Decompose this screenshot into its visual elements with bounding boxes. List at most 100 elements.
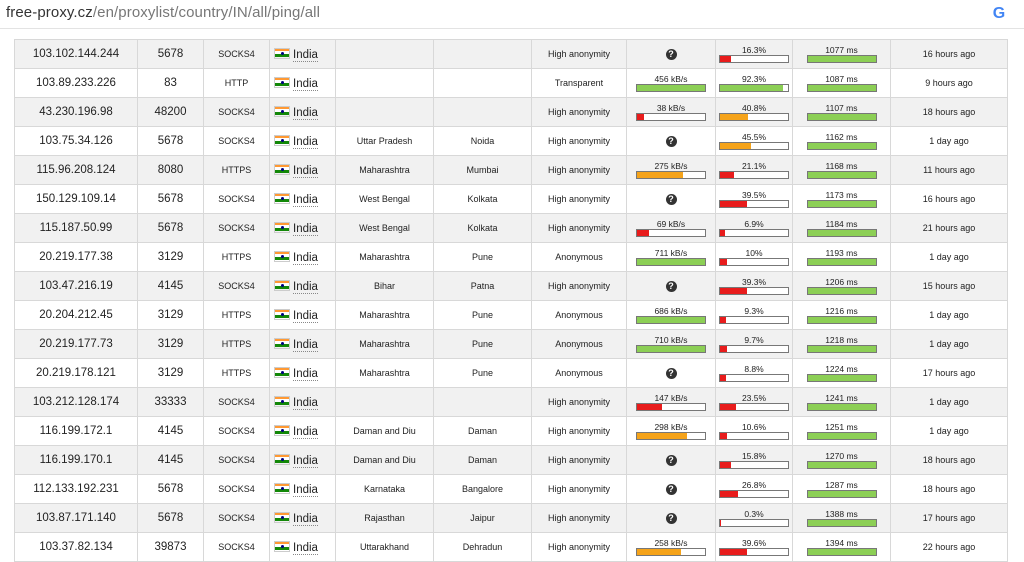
speed-meter: 686 kB/s xyxy=(636,306,706,324)
country-link[interactable]: India xyxy=(293,193,318,207)
india-flag-icon xyxy=(274,279,290,291)
response-cell: 1251 ms xyxy=(792,416,891,446)
region: Karnataka xyxy=(335,474,434,504)
country-link[interactable]: India xyxy=(293,77,318,91)
response-meter: 1206 ms xyxy=(806,277,877,295)
response-meter: 1224 ms xyxy=(806,364,877,382)
protocol: SOCKS4 xyxy=(203,532,270,562)
uptime-value: 9.3% xyxy=(744,306,764,316)
speed-cell: ? xyxy=(626,39,716,69)
uptime-bar xyxy=(719,171,789,179)
response-bar xyxy=(806,432,877,440)
ip-address: 103.87.171.140 xyxy=(14,503,138,533)
uptime-meter: 10.6% xyxy=(719,422,789,440)
country-link[interactable]: India xyxy=(293,541,318,555)
anonymity: Anonymous xyxy=(531,329,627,359)
response-cell: 1388 ms xyxy=(792,503,891,533)
unknown-speed-icon: ? xyxy=(665,280,677,292)
last-checked: 17 hours ago xyxy=(890,503,1008,533)
speed-meter: 456 kB/s xyxy=(636,74,706,92)
response-value: 1270 ms xyxy=(825,451,858,461)
city: Dehradun xyxy=(433,532,532,562)
india-flag-icon xyxy=(274,424,290,436)
country-cell: India xyxy=(269,126,336,156)
country-link[interactable]: India xyxy=(293,222,318,236)
country-link[interactable]: India xyxy=(293,309,318,323)
country-link[interactable]: India xyxy=(293,512,318,526)
anonymity: Transparent xyxy=(531,68,627,98)
country-cell: India xyxy=(269,387,336,417)
country-link[interactable]: India xyxy=(293,454,318,468)
india-flag-icon xyxy=(274,134,290,146)
response-meter: 1241 ms xyxy=(806,393,877,411)
region: Maharashtra xyxy=(335,329,434,359)
response-value: 1218 ms xyxy=(825,335,858,345)
unknown-speed-icon: ? xyxy=(665,48,677,60)
country-link[interactable]: India xyxy=(293,135,318,149)
speed-cell: 38 kB/s xyxy=(626,97,716,127)
last-checked: 18 hours ago xyxy=(890,445,1008,475)
uptime-bar xyxy=(719,142,789,150)
uptime-bar-fill xyxy=(720,230,725,236)
address-bar[interactable]: free-proxy.cz/en/proxylist/country/IN/al… xyxy=(0,0,1024,29)
last-checked: 16 hours ago xyxy=(890,184,1008,214)
unknown-speed-icon: ? xyxy=(665,135,677,147)
anonymity: High anonymity xyxy=(531,445,627,475)
last-checked: 18 hours ago xyxy=(890,97,1008,127)
response-meter: 1388 ms xyxy=(806,509,877,527)
protocol: SOCKS4 xyxy=(203,474,270,504)
speed-value: 686 kB/s xyxy=(654,306,688,316)
uptime-meter: 9.3% xyxy=(719,306,789,324)
response-cell: 1087 ms xyxy=(792,68,891,98)
speed-bar xyxy=(636,316,706,324)
uptime-bar xyxy=(719,113,789,121)
speed-value: 38 kB/s xyxy=(656,103,686,113)
anonymity: High anonymity xyxy=(531,271,627,301)
response-cell: 1077 ms xyxy=(792,39,891,69)
region xyxy=(335,97,434,127)
country-link[interactable]: India xyxy=(293,280,318,294)
india-flag-icon xyxy=(274,337,290,349)
country-link[interactable]: India xyxy=(293,367,318,381)
google-icon[interactable]: G xyxy=(992,5,1006,22)
protocol: SOCKS4 xyxy=(203,39,270,69)
port: 5678 xyxy=(137,213,204,243)
country-link[interactable]: India xyxy=(293,106,318,120)
ip-address: 116.199.170.1 xyxy=(14,445,138,475)
ip-address: 112.133.192.231 xyxy=(14,474,138,504)
country-cell: India xyxy=(269,503,336,533)
speed-meter: 298 kB/s xyxy=(636,422,706,440)
response-value: 1168 ms xyxy=(825,161,858,171)
port: 5678 xyxy=(137,126,204,156)
url-text[interactable]: free-proxy.cz/en/proxylist/country/IN/al… xyxy=(6,4,320,21)
response-cell: 1394 ms xyxy=(792,532,891,562)
country-link[interactable]: India xyxy=(293,48,318,62)
country-cell: India xyxy=(269,300,336,330)
country-link[interactable]: India xyxy=(293,251,318,265)
speed-bar-fill xyxy=(637,85,705,91)
region xyxy=(335,68,434,98)
response-meter: 1184 ms xyxy=(806,219,877,237)
uptime-value: 39.3% xyxy=(741,277,767,287)
uptime-cell: 40.8% xyxy=(715,97,793,127)
uptime-cell: 39.3% xyxy=(715,271,793,301)
country-link[interactable]: India xyxy=(293,164,318,178)
india-flag-icon xyxy=(274,192,290,204)
country-link[interactable]: India xyxy=(293,483,318,497)
response-bar-fill xyxy=(807,114,876,120)
unknown-speed-icon: ? xyxy=(665,367,677,379)
india-flag-icon xyxy=(274,540,290,552)
uptime-value: 23.5% xyxy=(741,393,767,403)
uptime-meter: 15.8% xyxy=(719,451,789,469)
response-bar-fill xyxy=(807,56,876,62)
response-bar-fill xyxy=(807,172,876,178)
last-checked: 15 hours ago xyxy=(890,271,1008,301)
uptime-meter: 0.3% xyxy=(719,509,789,527)
speed-bar-fill xyxy=(637,172,684,178)
city: Patna xyxy=(433,271,532,301)
city xyxy=(433,387,532,417)
country-link[interactable]: India xyxy=(293,338,318,352)
speed-meter: 710 kB/s xyxy=(636,335,706,353)
country-link[interactable]: India xyxy=(293,396,318,410)
country-link[interactable]: India xyxy=(293,425,318,439)
